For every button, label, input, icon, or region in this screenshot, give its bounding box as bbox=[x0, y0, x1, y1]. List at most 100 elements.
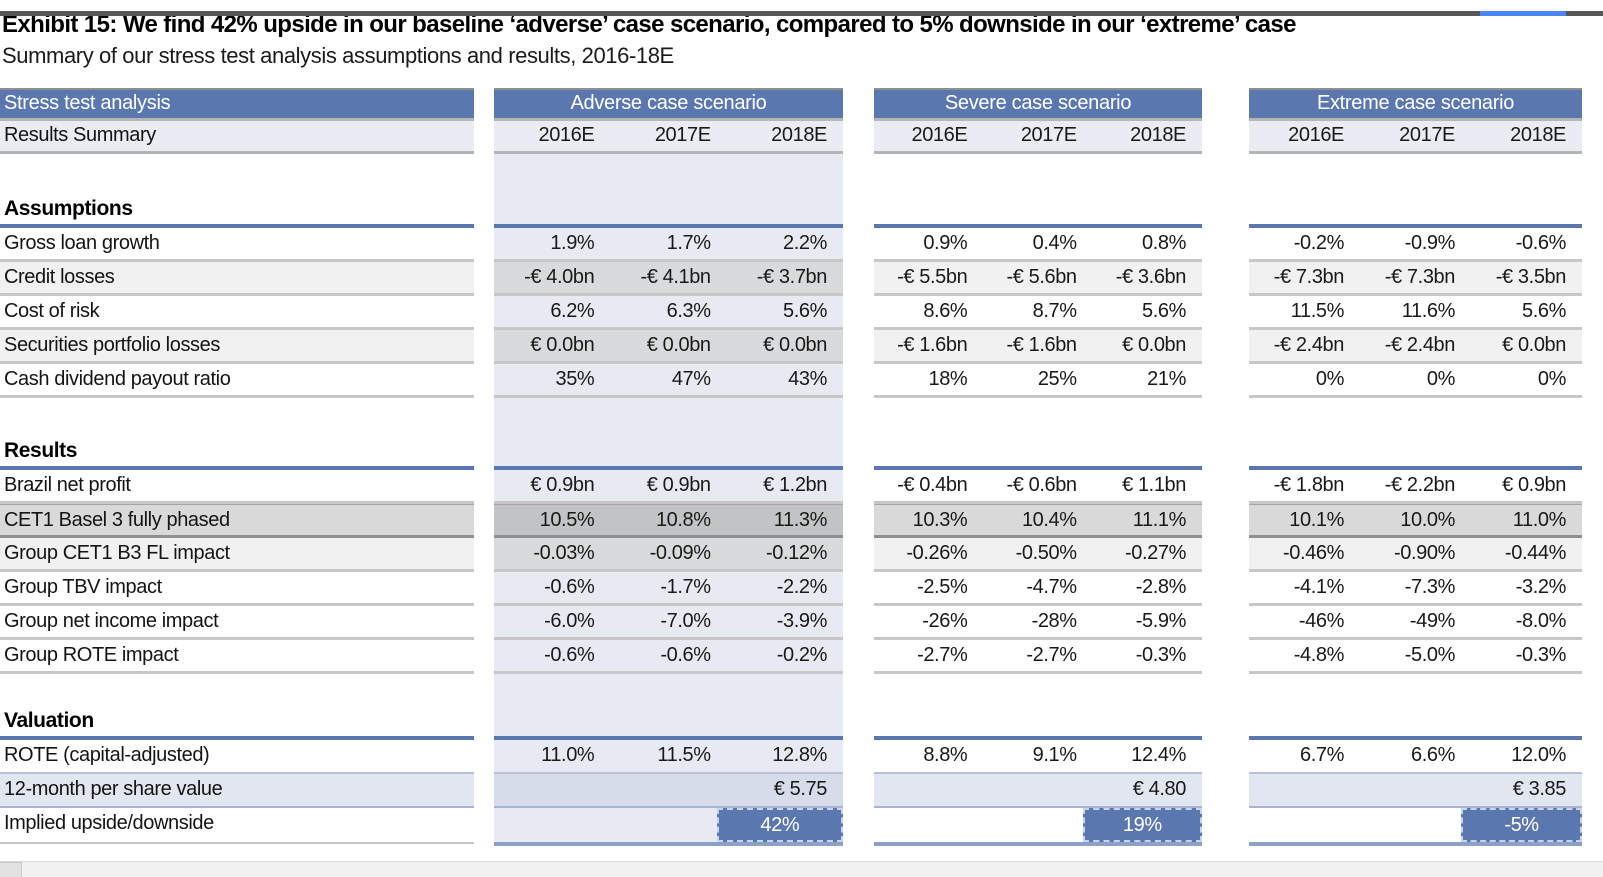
value-cell: 6.3% bbox=[666, 300, 711, 322]
value-cell: € 0.9bn bbox=[646, 474, 711, 496]
row-label: Group net income impact bbox=[0, 606, 474, 640]
column-gap bbox=[1202, 88, 1249, 121]
table-row: ROTE (capital-adjusted) 11.0% 11.5% 12.8… bbox=[0, 740, 1582, 774]
value-cell: -2.2% bbox=[776, 576, 828, 598]
value-cell: -2.7% bbox=[1026, 644, 1077, 666]
row-label: Group TBV impact bbox=[0, 572, 474, 606]
value-cell: 0% bbox=[1537, 368, 1567, 390]
value-cell: -€ 3.6bn bbox=[1115, 266, 1187, 288]
spacer-row bbox=[0, 154, 1582, 194]
value-cell bbox=[874, 808, 983, 842]
section-underline bbox=[0, 224, 1582, 228]
spacer-row bbox=[0, 674, 1582, 706]
value-cell: -€ 5.5bn bbox=[897, 266, 968, 288]
year-header-row: Results Summary 2016E 2017E 2018E 2016E … bbox=[0, 121, 1582, 154]
value-cell: -3.9% bbox=[776, 610, 828, 632]
value-cell: -€ 0.4bn bbox=[897, 474, 968, 496]
value-cell bbox=[1249, 774, 1360, 806]
value-cell: 0% bbox=[1426, 368, 1456, 390]
value-cell: -0.3% bbox=[1515, 644, 1567, 666]
value-cell: 10.5% bbox=[539, 509, 595, 531]
spacer-row bbox=[0, 398, 1582, 436]
highlight-cell-adverse-upside: 42% bbox=[716, 808, 843, 842]
value-cell: 21% bbox=[1147, 368, 1186, 390]
year-header: 2016E bbox=[538, 124, 595, 146]
value-cell: -4.1% bbox=[1293, 576, 1345, 598]
scenario-header-extreme: Extreme case scenario bbox=[1249, 88, 1582, 121]
value-cell bbox=[494, 808, 610, 842]
corner-subheader: Results Summary bbox=[0, 121, 474, 154]
value-cell: -3.2% bbox=[1515, 576, 1567, 598]
value-cell: -0.44% bbox=[1505, 542, 1566, 564]
value-cell: € 0.0bn bbox=[763, 334, 827, 356]
value-cell: 8.7% bbox=[1032, 300, 1077, 322]
table-row: Gross loan growth 1.9% 1.7% 2.2% 0.9% 0.… bbox=[0, 228, 1582, 262]
row-label: Cost of risk bbox=[0, 296, 474, 330]
value-cell: -0.3% bbox=[1135, 644, 1187, 666]
value-cell: € 1.2bn bbox=[763, 474, 827, 496]
year-header: 2017E bbox=[1020, 124, 1077, 146]
value-cell: 11.1% bbox=[1132, 509, 1187, 531]
value-cell: -2.8% bbox=[1135, 576, 1187, 598]
value-cell: 1.9% bbox=[550, 232, 595, 254]
value-cell: € 4.80 bbox=[1132, 778, 1187, 800]
table-row: Group CET1 B3 FL impact -0.03% -0.09% -0… bbox=[0, 538, 1582, 572]
year-header: 2016E bbox=[911, 124, 968, 146]
row-label: CET1 Basel 3 fully phased bbox=[0, 504, 474, 538]
value-cell: 11.0% bbox=[1512, 509, 1567, 531]
value-cell: -€ 4.1bn bbox=[640, 266, 711, 288]
value-cell: € 0.0bn bbox=[1502, 334, 1566, 356]
value-cell bbox=[610, 774, 726, 806]
value-cell: € 5.75 bbox=[773, 778, 828, 800]
severe-years: 2016E 2017E 2018E bbox=[874, 121, 1202, 154]
value-cell: -€ 1.8bn bbox=[1273, 474, 1345, 496]
value-cell: -8.0% bbox=[1515, 610, 1567, 632]
value-cell: 25% bbox=[1037, 368, 1077, 390]
value-cell: 6.2% bbox=[550, 300, 595, 322]
value-cell: -€ 1.6bn bbox=[897, 334, 968, 356]
value-cell bbox=[983, 808, 1092, 842]
value-cell: € 3.85 bbox=[1512, 778, 1567, 800]
value-cell: 12.8% bbox=[772, 744, 827, 766]
section-row-assumptions: Assumptions bbox=[0, 194, 1582, 224]
row-label: Gross loan growth bbox=[0, 228, 474, 262]
value-cell: -0.90% bbox=[1394, 542, 1455, 564]
value-cell: 12.4% bbox=[1131, 744, 1186, 766]
row-label: Credit losses bbox=[0, 262, 474, 296]
section-row-results: Results bbox=[0, 436, 1582, 466]
value-cell: -€ 0.6bn bbox=[1006, 474, 1077, 496]
row-label: Group ROTE impact bbox=[0, 640, 474, 674]
year-header: 2016E bbox=[1288, 124, 1344, 146]
value-cell: -7.3% bbox=[1404, 576, 1456, 598]
adverse-years: 2016E 2017E 2018E bbox=[494, 121, 843, 154]
value-cell: 12.0% bbox=[1511, 744, 1566, 766]
horizontal-scrollbar[interactable] bbox=[0, 861, 1603, 877]
value-cell: 11.5% bbox=[657, 744, 711, 766]
value-cell: -0.27% bbox=[1125, 542, 1186, 564]
value-cell: 10.8% bbox=[655, 509, 711, 531]
value-cell: -€ 2.2bn bbox=[1384, 474, 1456, 496]
section-underline bbox=[0, 736, 1582, 740]
value-cell: 6.7% bbox=[1300, 744, 1344, 766]
value-cell: -0.12% bbox=[766, 542, 827, 564]
column-gap bbox=[474, 88, 494, 121]
value-cell: -0.03% bbox=[533, 542, 595, 564]
value-cell: -€ 2.4bn bbox=[1273, 334, 1345, 356]
table-row-cet1: CET1 Basel 3 fully phased 10.5% 10.8% 11… bbox=[0, 504, 1582, 538]
value-cell: 0.4% bbox=[1032, 232, 1077, 254]
row-label: ROTE (capital-adjusted) bbox=[0, 740, 474, 774]
table-bottom-line bbox=[0, 842, 1582, 846]
highlight-cell-extreme-downside: -5% bbox=[1461, 808, 1582, 842]
value-cell: 9.1% bbox=[1032, 744, 1077, 766]
value-cell: -€ 7.3bn bbox=[1384, 266, 1456, 288]
table-row: Cost of risk 6.2% 6.3% 5.6% 8.6% 8.7% 5.… bbox=[0, 296, 1582, 330]
value-cell: -7.0% bbox=[660, 610, 711, 632]
section-heading: Assumptions bbox=[4, 197, 133, 220]
value-cell: € 0.9bn bbox=[1502, 474, 1566, 496]
value-cell: -0.2% bbox=[776, 644, 828, 666]
row-label: Brazil net profit bbox=[0, 470, 474, 504]
value-cell: 2.2% bbox=[783, 232, 827, 254]
table-row: Group net income impact -6.0% -7.0% -3.9… bbox=[0, 606, 1582, 640]
value-cell: € 0.0bn bbox=[1122, 334, 1186, 356]
value-cell: € 0.0bn bbox=[530, 334, 595, 356]
